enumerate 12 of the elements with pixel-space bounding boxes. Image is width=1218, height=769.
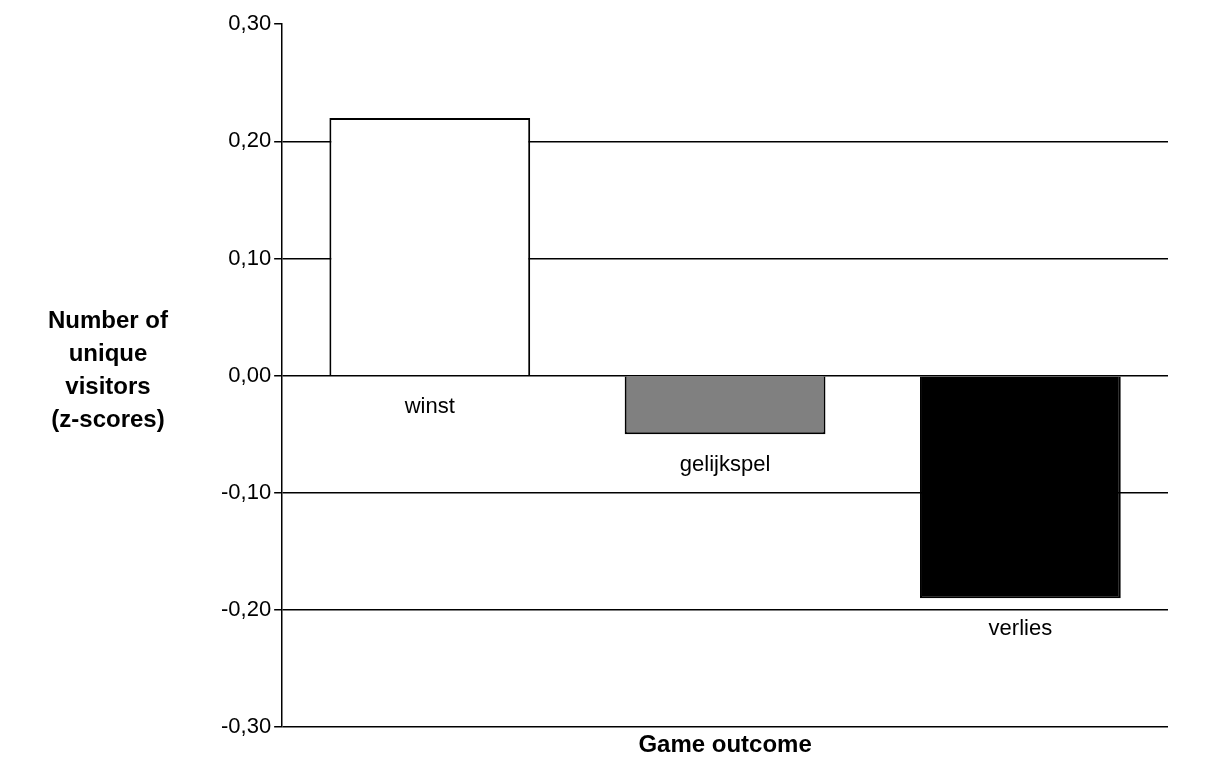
x-tick-label: gelijkspel [679,451,771,477]
y-tick-label: 0,00 [228,361,272,387]
y-tick-label: 0,10 [228,244,272,270]
y-tick-label: 0,30 [228,10,272,36]
x-tick-label: verlies [988,615,1053,641]
y-tick-label: -0,20 [220,596,272,622]
y-tick-label: 0,20 [228,127,272,153]
x-axis-title: Game outcome [638,730,812,758]
y-axis-title: Number of unique visitors (z-scores) [48,306,170,433]
y-tick-label: -0,30 [220,713,272,739]
y-tick-label: -0,10 [220,478,272,504]
x-tick-label: winst [403,392,455,418]
